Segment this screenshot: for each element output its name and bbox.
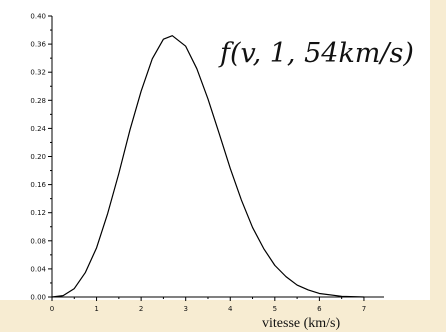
x-tick-label: 7 (362, 305, 366, 313)
function-annotation: f(v, 1, 54km/s) (218, 38, 414, 69)
y-tick-label: 0.12 (30, 209, 46, 217)
x-tick-label: 0 (50, 305, 54, 313)
chart-panel (0, 0, 430, 300)
x-tick-label: 5 (273, 305, 277, 313)
x-axis-label: vitesse (km/s) (262, 316, 340, 331)
x-tick-label: 1 (94, 305, 98, 313)
x-tick-label: 2 (139, 305, 143, 313)
x-tick-label: 6 (317, 305, 322, 313)
y-tick-label: 0.20 (30, 153, 46, 161)
series-layer (51, 35, 365, 298)
x-tick-label: 3 (183, 305, 187, 313)
ticks: 0 1 2 3 4 5 6 7 0.00 0.04 0.08 0.12 0.16 0.20 0.24 0.28… (30, 13, 366, 314)
y-tick-label: 0.32 (30, 69, 46, 77)
y-tick-label: 0.16 (30, 181, 46, 189)
y-tick-label: 0.40 (30, 13, 46, 21)
y-tick-label: 0.24 (30, 125, 46, 133)
x-tick-label: 4 (228, 305, 233, 313)
y-tick-label: 0.36 (30, 41, 46, 49)
y-tick-label: 0.04 (30, 265, 46, 273)
y-tick-label: 0.08 (30, 237, 46, 245)
series-line (51, 35, 365, 298)
y-tick-label: 0.00 (30, 294, 46, 302)
y-tick-label: 0.28 (30, 97, 46, 105)
